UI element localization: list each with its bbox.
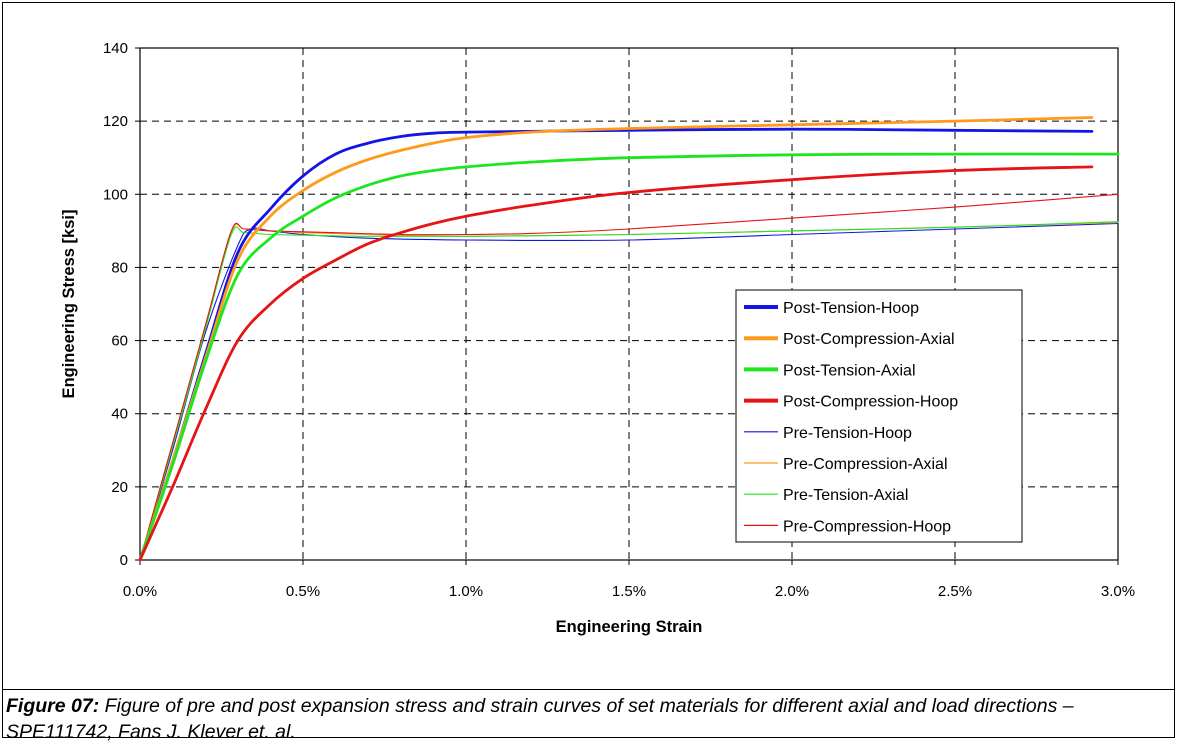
y-tick-label: 0: [120, 552, 128, 569]
x-tick-label: 1.5%: [612, 583, 646, 600]
y-tick-label: 100: [103, 186, 128, 203]
legend-label-post-compression-axial: Post-Compression-Axial: [783, 331, 955, 348]
series-line-pre-tension-hoop: [139, 222, 1119, 561]
series-line-post-compression-hoop: [138, 165, 1094, 562]
legend-label-pre-tension-axial: Pre-Tension-Axial: [783, 487, 908, 504]
legend-box: [735, 289, 1023, 543]
y-tick-label: 60: [111, 333, 128, 350]
x-axis-title: Engineering Strain: [556, 618, 703, 636]
x-tick-labels: 0.0% 0.5% 1.0% 1.5% 2.0% 2.5% 3.0%: [123, 560, 1135, 600]
y-axis-title: Engineering Stress [ksi]: [60, 210, 78, 399]
legend-label-post-tension-axial: Post-Tension-Axial: [783, 362, 916, 379]
caption-text: Figure of pre and post expansion stress …: [6, 695, 1074, 743]
x-tick-label: 0.0%: [123, 583, 157, 600]
y-tick-label: 120: [103, 113, 128, 130]
y-tick-label: 140: [103, 40, 128, 57]
y-tick-labels: 0 20 40 60 80 100 120 140: [103, 40, 140, 569]
caption-label: Figure 07:: [6, 695, 100, 717]
legend-label-pre-compression-hoop: Pre-Compression-Hoop: [783, 518, 951, 535]
x-tick-label: 1.0%: [449, 583, 483, 600]
legend-label-pre-tension-hoop: Pre-Tension-Hoop: [783, 425, 912, 442]
y-tick-label: 80: [111, 259, 128, 276]
y-tick-label: 40: [111, 406, 128, 423]
x-tick-label: 0.5%: [286, 583, 320, 600]
x-tick-label: 2.0%: [775, 583, 809, 600]
y-tick-label: 20: [111, 479, 128, 496]
stress-strain-chart: 0.0% 0.5% 1.0% 1.5% 2.0% 2.5% 3.0% 0 20 40 60 80 10…: [60, 40, 1135, 636]
x-tick-label: 2.5%: [938, 583, 972, 600]
series-lines: [138, 116, 1120, 562]
x-tick-label: 3.0%: [1101, 583, 1135, 600]
legend-label-post-tension-hoop: Post-Tension-Hoop: [783, 300, 919, 317]
figure-caption: Figure 07: Figure of pre and post expans…: [6, 693, 1166, 745]
series-line-post-compression-axial: [138, 116, 1094, 562]
legend: Post-Tension-Hoop Post-Compression-Axial P…: [735, 289, 1023, 543]
series-line-pre-tension-axial: [139, 221, 1119, 561]
legend-label-pre-compression-axial: Pre-Compression-Axial: [783, 456, 948, 473]
caption-divider: [3, 689, 1174, 690]
series-line-post-tension-axial: [138, 152, 1120, 562]
legend-label-post-compression-hoop: Post-Compression-Hoop: [783, 394, 958, 411]
